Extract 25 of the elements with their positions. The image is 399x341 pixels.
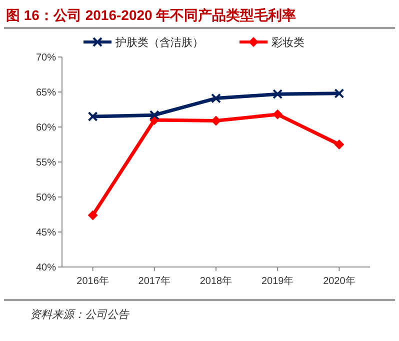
point xyxy=(88,112,98,122)
x-tick-label: 2016年 xyxy=(76,275,109,287)
y-tick-label: 65% xyxy=(36,88,56,98)
y-tick-label: 55% xyxy=(36,158,56,168)
x-tick-label: 2018年 xyxy=(200,275,232,287)
point xyxy=(88,210,98,220)
point xyxy=(149,110,160,120)
chart-title: 图 16：公司 2016-2020 年不同产品类型毛利率 xyxy=(6,7,296,23)
point xyxy=(211,93,221,104)
point xyxy=(334,88,344,98)
y-tick-label: 40% xyxy=(36,262,56,274)
legend-label: 护肤类（含洁肤） xyxy=(114,36,204,49)
point xyxy=(272,109,283,120)
legend-label: 彩妆类 xyxy=(272,36,304,49)
x-tick-label: 2020年 xyxy=(323,275,356,287)
y-tick-label: 60% xyxy=(36,122,56,134)
point xyxy=(334,140,344,150)
point xyxy=(211,116,221,126)
x-tick-label: 2019年 xyxy=(261,275,294,287)
text: 资料来源：公司公告 xyxy=(30,308,130,321)
y-tick-label: 50% xyxy=(36,192,56,204)
y-tick-label: 45% xyxy=(36,228,56,238)
point xyxy=(272,89,283,100)
x-tick-label: 2017年 xyxy=(138,275,171,287)
y-tick-label: 70% xyxy=(36,52,56,64)
